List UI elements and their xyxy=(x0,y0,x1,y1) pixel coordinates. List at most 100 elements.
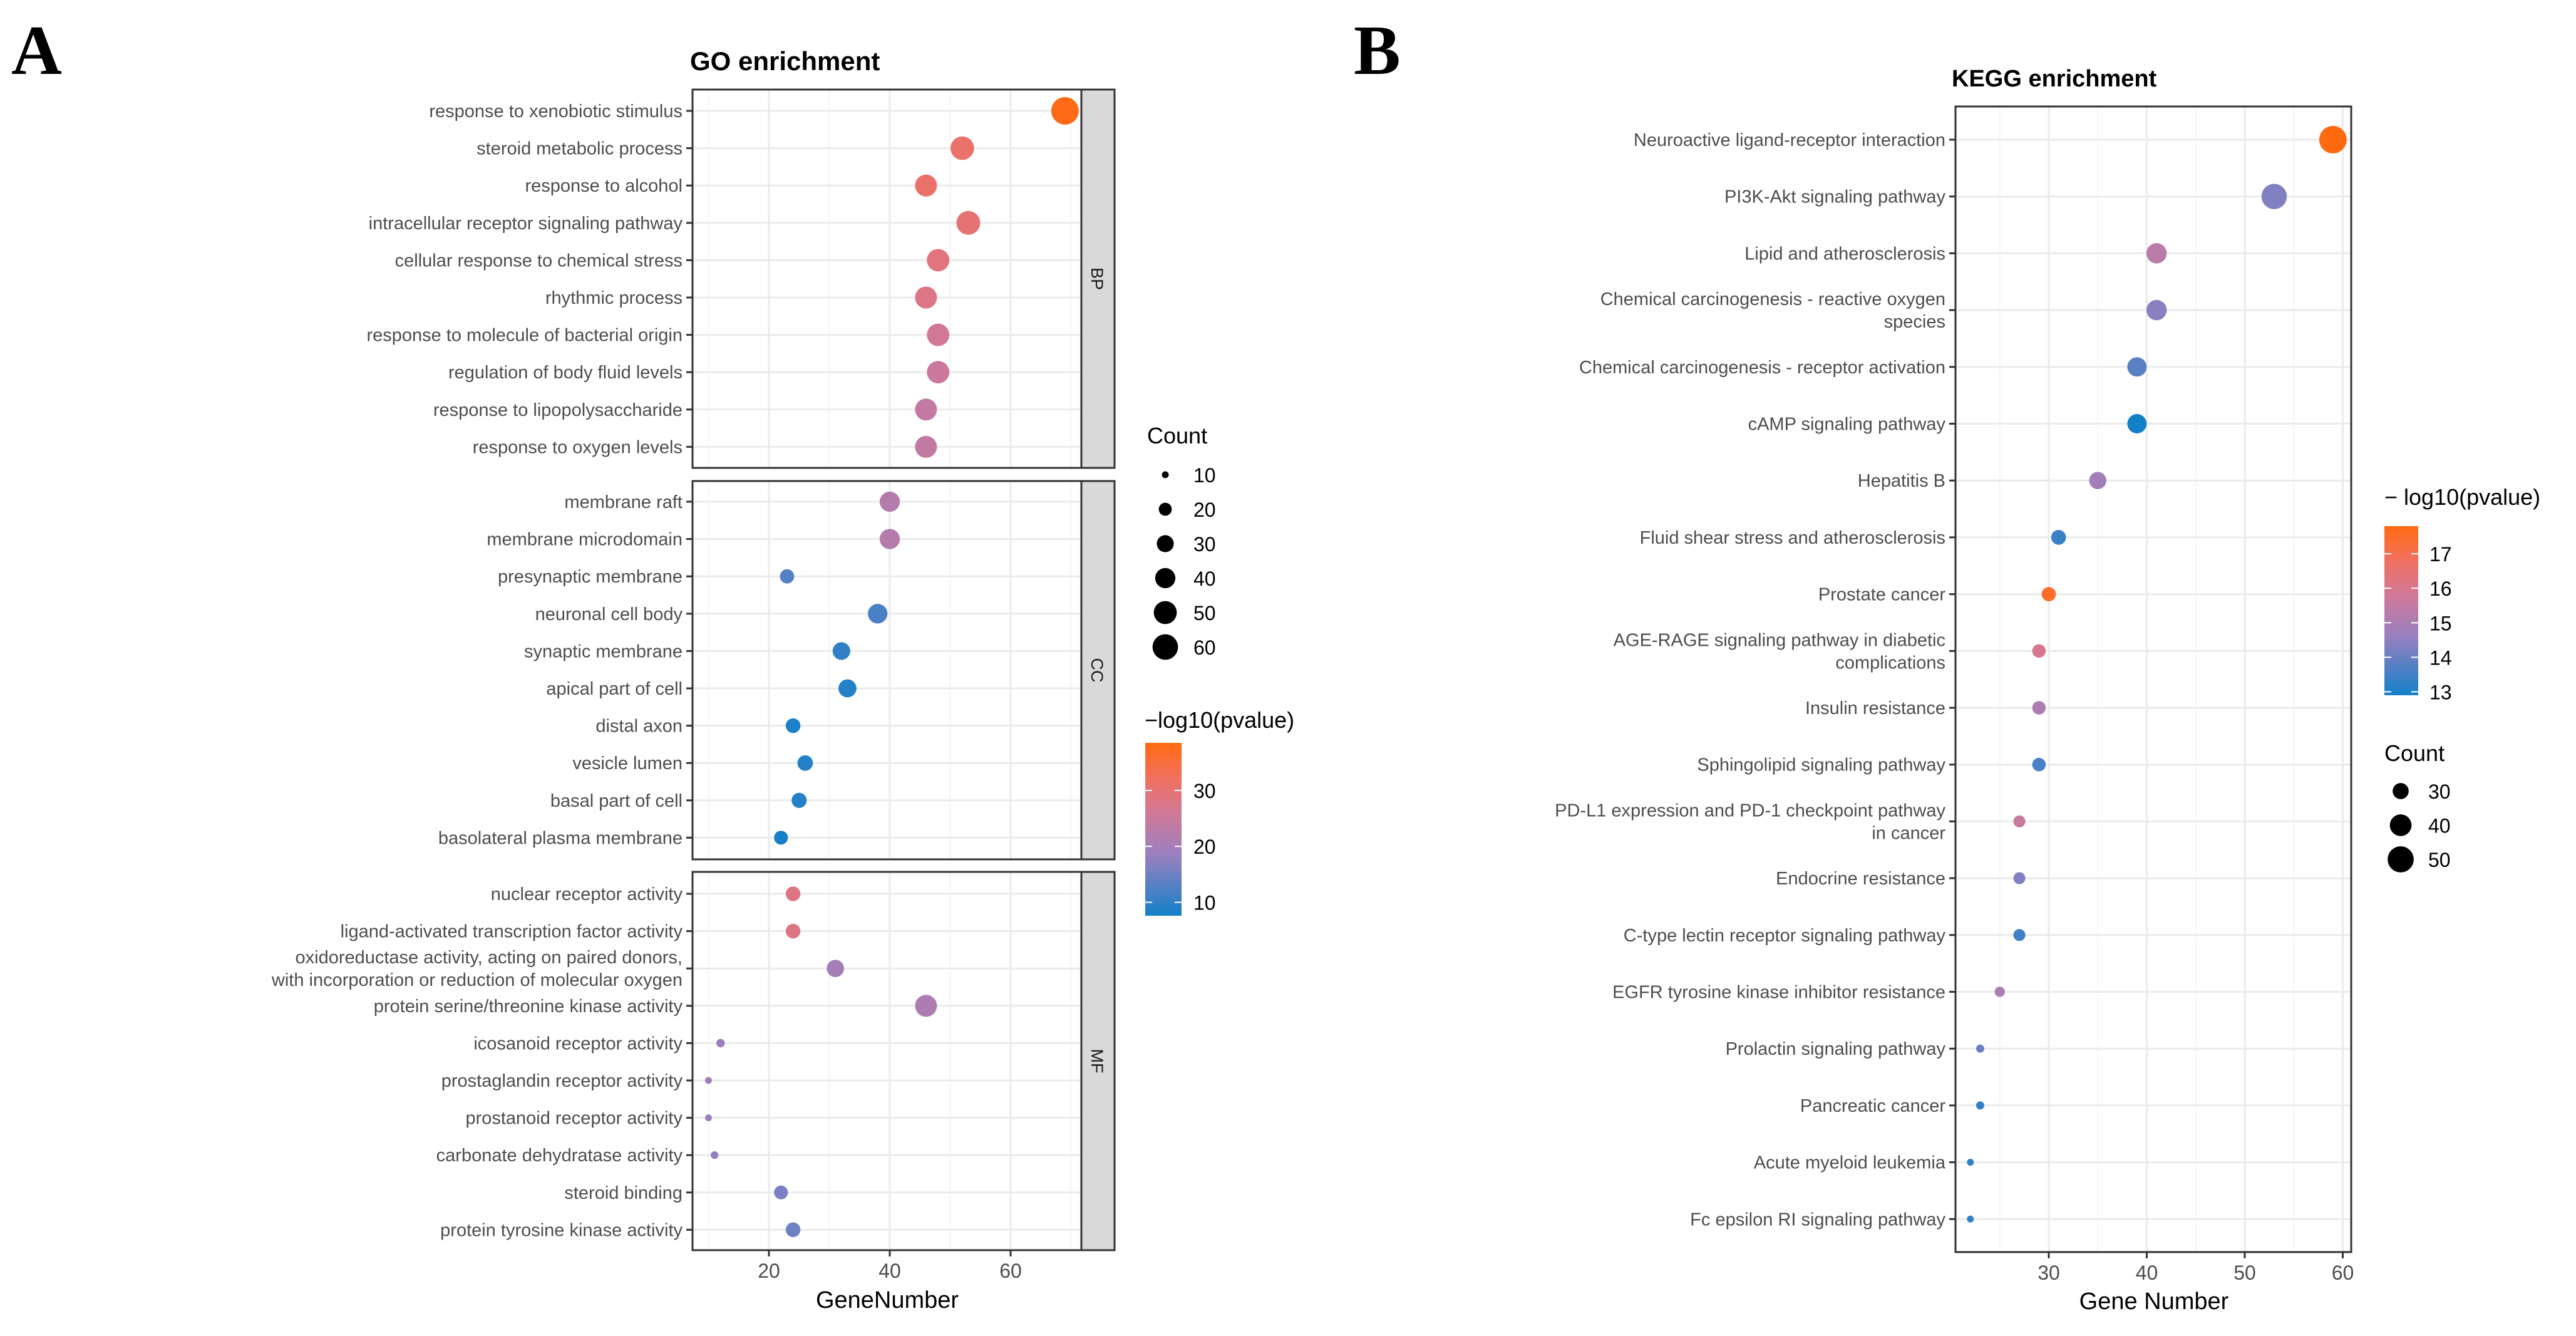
data-point xyxy=(1051,97,1079,125)
term-label: steroid binding xyxy=(564,1183,683,1203)
data-point xyxy=(2089,472,2107,489)
term-label: oxidoreductase activity, acting on paire… xyxy=(271,948,683,990)
color-legend-label: 20 xyxy=(1193,836,1216,858)
pathway-label: Fc epsilon RI signaling pathway xyxy=(1690,1209,1945,1230)
data-point xyxy=(2319,126,2347,153)
data-point xyxy=(1967,1159,1974,1166)
pathway-label: EGFR tyrosine kinase inhibitor resistanc… xyxy=(1612,983,1945,1003)
term-label: basal part of cell xyxy=(550,791,683,811)
term-label: response to xenobiotic stimulus xyxy=(429,101,683,122)
pathway-label: Insulin resistance xyxy=(1805,698,1945,718)
go-x-axis-title: GeneNumber xyxy=(816,1287,959,1313)
data-point xyxy=(785,1222,801,1238)
size-legend-label: 40 xyxy=(2428,815,2451,837)
data-point xyxy=(915,995,937,1017)
data-point xyxy=(2146,243,2167,264)
x-tick-label: 20 xyxy=(758,1260,780,1282)
size-legend-dot xyxy=(1155,567,1176,589)
term-label: regulation of body fluid levels xyxy=(448,363,683,383)
data-point xyxy=(879,529,900,549)
panel-letter-a: A xyxy=(11,12,62,90)
term-label: synaptic membrane xyxy=(524,641,683,661)
color-legend-label: 16 xyxy=(2429,577,2452,600)
size-legend-dot xyxy=(1152,634,1178,660)
data-point xyxy=(2146,299,2167,321)
size-legend-dot xyxy=(1158,502,1172,516)
term-label: intracellular receptor signaling pathway xyxy=(369,214,683,234)
data-point xyxy=(915,174,937,197)
data-point xyxy=(827,960,844,978)
data-point xyxy=(716,1038,725,1048)
size-legend-dot xyxy=(2393,783,2409,799)
pathway-label: Neuroactive ligand-receptor interaction xyxy=(1634,130,1945,150)
term-label: response to alcohol xyxy=(525,176,683,196)
data-point xyxy=(705,1077,712,1084)
data-point xyxy=(915,435,937,458)
term-label: nuclear receptor activity xyxy=(491,884,683,904)
data-point xyxy=(710,1151,719,1159)
panel-border xyxy=(1954,105,2352,1253)
size-legend-label: 30 xyxy=(1193,533,1216,556)
pathway-label: Fluid shear stress and atherosclerosis xyxy=(1640,528,1945,548)
pathway-label: Chemical carcinogenesis - receptor activ… xyxy=(1579,358,1945,378)
pathway-label: AGE-RAGE signaling pathway in diabetic co… xyxy=(1614,630,1945,673)
data-point xyxy=(1976,1044,1984,1053)
size-legend-label: 10 xyxy=(1193,464,1216,487)
term-label: protein serine/threonine kinase activity xyxy=(374,997,683,1017)
term-label: ligand-activated transcription factor ac… xyxy=(341,922,683,942)
term-label: response to molecule of bacterial origin xyxy=(366,326,683,346)
x-tick-label: 60 xyxy=(2332,1261,2354,1284)
term-label: distal axon xyxy=(595,717,683,737)
data-point xyxy=(780,569,795,584)
size-legend-dot xyxy=(1162,471,1169,479)
term-label: steroid metabolic process xyxy=(477,139,683,159)
data-point xyxy=(2261,184,2287,209)
data-point xyxy=(2127,414,2147,433)
term-label: prostaglandin receptor activity xyxy=(441,1071,683,1091)
pathway-label: C-type lectin receptor signaling pathway xyxy=(1624,926,1946,946)
facet-strip-label: BP xyxy=(1088,267,1106,290)
facet-strip xyxy=(1080,480,1116,861)
kegg-panel xyxy=(1955,106,2351,1252)
kegg-color-legend-title: − log10(pvalue) xyxy=(2384,484,2540,510)
pathway-label: Chemical carcinogenesis - reactive oxyge… xyxy=(1600,289,1945,332)
size-legend-dot xyxy=(1157,535,1174,552)
pathway-label: cAMP signaling pathway xyxy=(1748,415,1946,435)
pathway-label: Pancreatic cancer xyxy=(1800,1096,1945,1116)
kegg-x-axis-title: Gene Number xyxy=(2079,1288,2229,1315)
data-point xyxy=(927,249,950,272)
go-panel-mf xyxy=(693,872,1081,1250)
x-tick-label: 40 xyxy=(878,1260,901,1282)
data-point xyxy=(915,398,937,421)
data-point xyxy=(785,718,801,733)
pathway-label: Prostate cancer xyxy=(1818,585,1945,605)
size-legend-dot xyxy=(2388,846,2414,873)
pathway-label: Hepatitis B xyxy=(1858,471,1945,491)
size-legend-label: 50 xyxy=(2428,849,2451,871)
x-tick-label: 50 xyxy=(2233,1261,2256,1284)
go-panel-bp xyxy=(693,90,1081,468)
data-point xyxy=(868,604,888,624)
data-point xyxy=(2032,701,2046,715)
size-legend-dot xyxy=(2389,814,2412,836)
pathway-label: Sphingolipid signaling pathway xyxy=(1697,755,1945,775)
color-legend-label: 14 xyxy=(2429,646,2452,669)
color-legend-label: 30 xyxy=(1193,780,1216,802)
size-legend-label: 20 xyxy=(1193,499,1216,521)
data-point xyxy=(1994,986,2005,997)
go-color-legend-title: −log10(pvalue) xyxy=(1145,707,1294,733)
data-point xyxy=(951,136,974,160)
data-point xyxy=(2032,644,2046,658)
go-chart-title: GO enrichment xyxy=(690,46,880,76)
kegg-chart-title: KEGG enrichment xyxy=(1952,66,2157,92)
x-tick-label: 30 xyxy=(2038,1261,2060,1284)
term-label: basolateral plasma membrane xyxy=(438,828,683,848)
data-point xyxy=(2051,530,2066,545)
size-legend-label: 40 xyxy=(1193,567,1216,590)
data-point xyxy=(838,679,857,698)
pathway-label: Prolactin signaling pathway xyxy=(1726,1039,1946,1059)
data-point xyxy=(705,1114,712,1122)
data-point xyxy=(956,210,981,235)
pathway-label: PI3K-Akt signaling pathway xyxy=(1724,187,1946,207)
go-size-legend-title: Count xyxy=(1147,423,1207,448)
